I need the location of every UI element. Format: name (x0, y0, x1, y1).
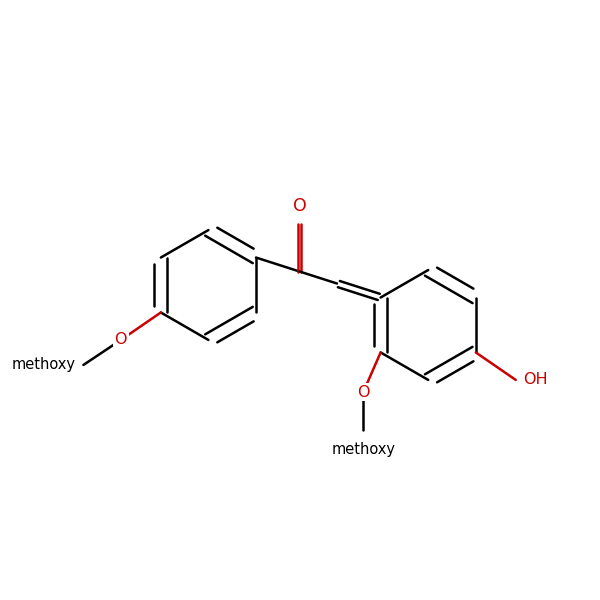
Text: methoxy: methoxy (331, 442, 395, 457)
Text: O: O (357, 385, 370, 400)
Text: methoxy: methoxy (12, 358, 76, 373)
Text: O: O (293, 197, 307, 215)
Text: O: O (115, 332, 127, 347)
Text: OH: OH (523, 373, 548, 388)
